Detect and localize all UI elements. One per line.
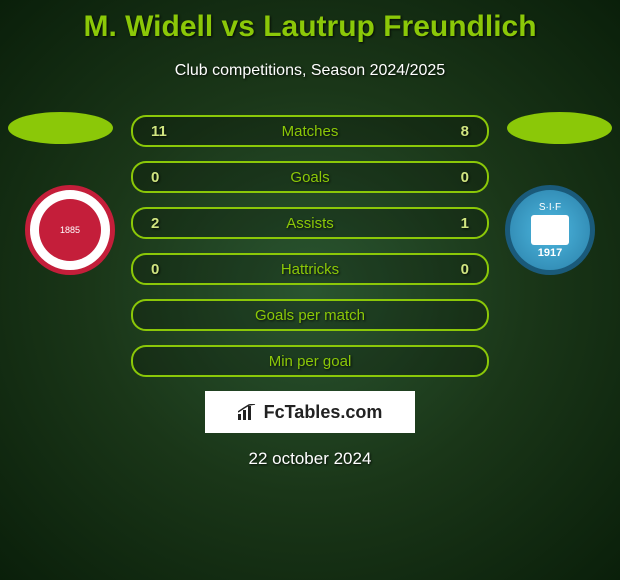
stat-label: Assists	[286, 215, 334, 232]
stat-right-value: 8	[461, 123, 469, 140]
stat-label: Matches	[282, 123, 339, 140]
player-left-marker	[8, 112, 113, 144]
stat-left-value: 2	[151, 215, 159, 232]
team-logo-left-year: 1885	[60, 225, 80, 235]
team-logo-right-year: 1917	[538, 247, 562, 259]
comparison-panel: 1885 S·I·F 1917 11 Matches 8 0 Goals 0 2…	[0, 115, 620, 469]
stat-right-value: 1	[461, 215, 469, 232]
stat-label: Goals	[290, 169, 329, 186]
stat-row-goals: 0 Goals 0	[131, 161, 489, 193]
team-logo-left: 1885	[25, 185, 115, 275]
stat-row-goals-per-match: Goals per match	[131, 299, 489, 331]
source-badge: FcTables.com	[205, 391, 415, 433]
stat-label: Goals per match	[255, 307, 365, 324]
team-logo-right-shield	[531, 215, 569, 245]
stat-row-matches: 11 Matches 8	[131, 115, 489, 147]
stat-right-value: 0	[461, 261, 469, 278]
stat-row-hattricks: 0 Hattricks 0	[131, 253, 489, 285]
stat-left-value: 0	[151, 169, 159, 186]
team-logo-right-initials: S·I·F	[539, 202, 561, 213]
stat-left-value: 0	[151, 261, 159, 278]
stat-row-assists: 2 Assists 1	[131, 207, 489, 239]
stats-table: 11 Matches 8 0 Goals 0 2 Assists 1 0 Hat…	[131, 115, 489, 377]
chart-icon	[238, 404, 258, 420]
team-logo-right: S·I·F 1917	[505, 185, 595, 275]
date-text: 22 october 2024	[0, 449, 620, 469]
stat-right-value: 0	[461, 169, 469, 186]
stat-label: Min per goal	[269, 353, 352, 370]
team-logo-left-inner: 1885	[39, 199, 101, 261]
page-subtitle: Club competitions, Season 2024/2025	[0, 62, 620, 80]
stat-label: Hattricks	[281, 261, 339, 278]
stat-row-min-per-goal: Min per goal	[131, 345, 489, 377]
stat-left-value: 11	[151, 123, 167, 140]
player-right-marker	[507, 112, 612, 144]
page-title: M. Widell vs Lautrup Freundlich	[0, 0, 620, 44]
source-badge-text: FcTables.com	[264, 402, 383, 423]
